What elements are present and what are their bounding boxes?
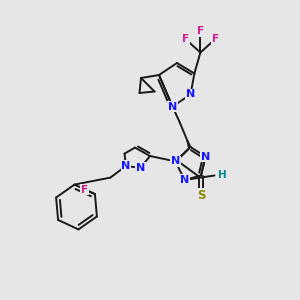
Text: N: N xyxy=(171,156,180,167)
Text: N: N xyxy=(186,89,195,100)
Text: S: S xyxy=(197,189,205,202)
Text: F: F xyxy=(197,26,204,37)
Text: F: F xyxy=(182,34,189,44)
Text: N: N xyxy=(136,163,145,173)
Text: N: N xyxy=(201,152,210,162)
Text: N: N xyxy=(168,101,177,112)
Text: H: H xyxy=(218,170,226,181)
Text: N: N xyxy=(180,175,189,185)
Text: F: F xyxy=(81,184,88,195)
Text: N: N xyxy=(122,161,130,171)
Text: F: F xyxy=(212,34,219,44)
